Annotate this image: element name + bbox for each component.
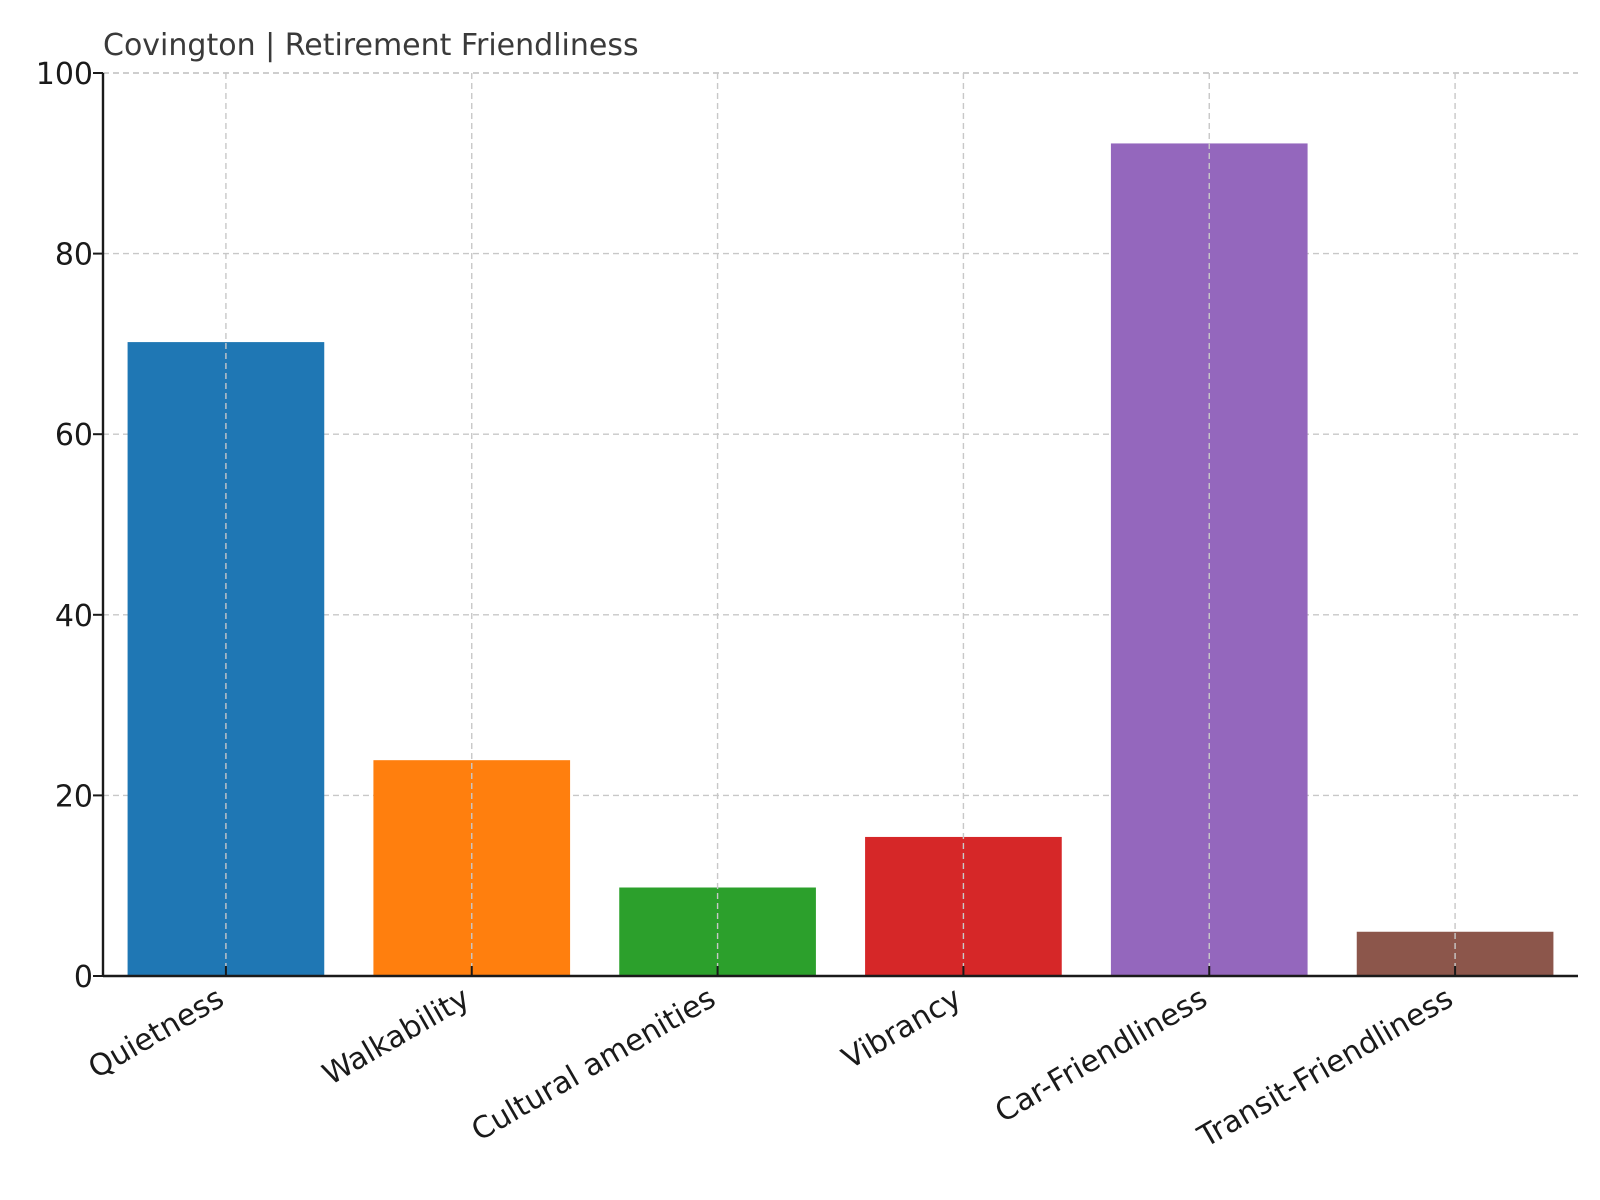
- y-tick-label: 40: [55, 599, 93, 634]
- x-tick-label-cultural-amenities: Cultural amenities: [466, 981, 722, 1149]
- y-tick-label: 60: [55, 418, 93, 453]
- x-tick-label-transit-friendliness: Transit-Friendliness: [1191, 981, 1459, 1156]
- bar-cultural-amenities: [619, 887, 816, 976]
- x-tick-label-car-friendliness: Car-Friendliness: [989, 981, 1213, 1130]
- y-tick-label: 0: [74, 960, 93, 995]
- x-tick-label-vibrancy: Vibrancy: [836, 981, 967, 1077]
- x-tick-label-quietness: Quietness: [83, 981, 230, 1086]
- y-ticks: 0 20 40 60 80 100: [36, 57, 103, 995]
- axes: [101, 73, 1578, 978]
- x-tick-label-walkability: Walkability: [317, 981, 476, 1093]
- chart-title: Covington | Retirement Friendliness: [103, 28, 639, 63]
- y-tick-label: 80: [55, 238, 93, 273]
- y-tick-label: 100: [36, 57, 93, 92]
- bars: [127, 73, 1554, 976]
- y-tick-label: 20: [55, 779, 93, 814]
